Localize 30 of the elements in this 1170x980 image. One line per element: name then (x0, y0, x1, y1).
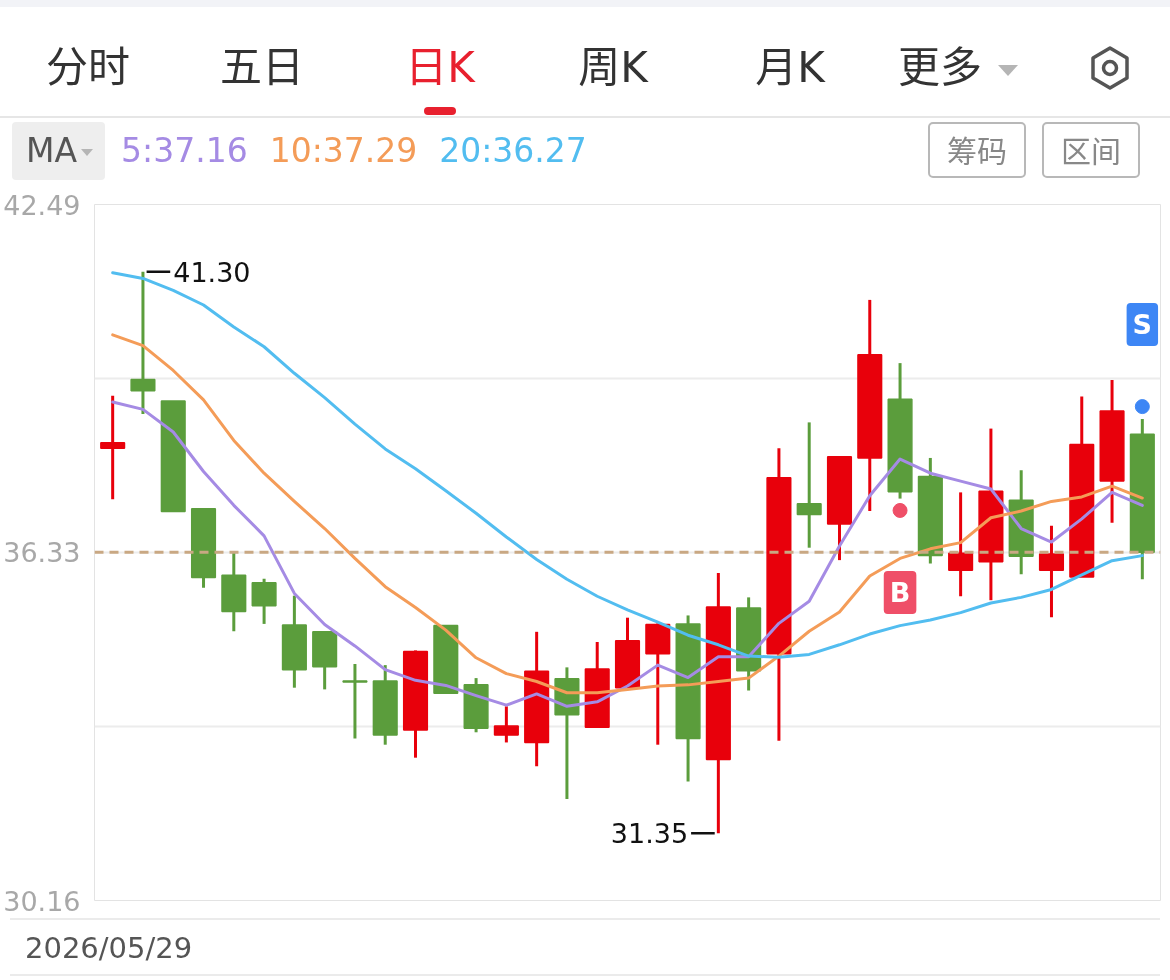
text: 5:37.16 (121, 130, 248, 172)
text: 10:37.29 (269, 130, 418, 172)
text: 月K (754, 42, 827, 94)
candlestick (342, 663, 368, 739)
y-tick-label: 42.49 (3, 189, 81, 221)
text: 区间 (1042, 122, 1140, 178)
legend-title: MA (12, 122, 106, 180)
text: S (1132, 309, 1153, 341)
candlestick (130, 271, 156, 414)
text: 周K (577, 42, 650, 94)
text: 2026/05/29 (25, 930, 193, 967)
line-series (111, 400, 1144, 708)
text: B (889, 576, 911, 608)
y-tick-label: 36.33 (3, 537, 81, 569)
text: 分时 (45, 42, 131, 94)
y-tick-label: 30.16 (3, 885, 81, 917)
text: 20:36.27 (439, 130, 587, 172)
annotation: 41.30 (173, 256, 251, 288)
text: 更多 (897, 42, 983, 94)
text: 筹码 (928, 122, 1026, 178)
text: 日K (404, 42, 477, 94)
text: 五日 (219, 42, 305, 94)
line-series (111, 333, 1144, 695)
candlestick (493, 706, 519, 743)
candlestick (1038, 525, 1065, 619)
candlestick (100, 394, 126, 501)
candlestick (948, 492, 974, 597)
candlestick (796, 422, 822, 548)
candlestick (251, 578, 277, 624)
annotation: 31.35 (610, 818, 689, 850)
